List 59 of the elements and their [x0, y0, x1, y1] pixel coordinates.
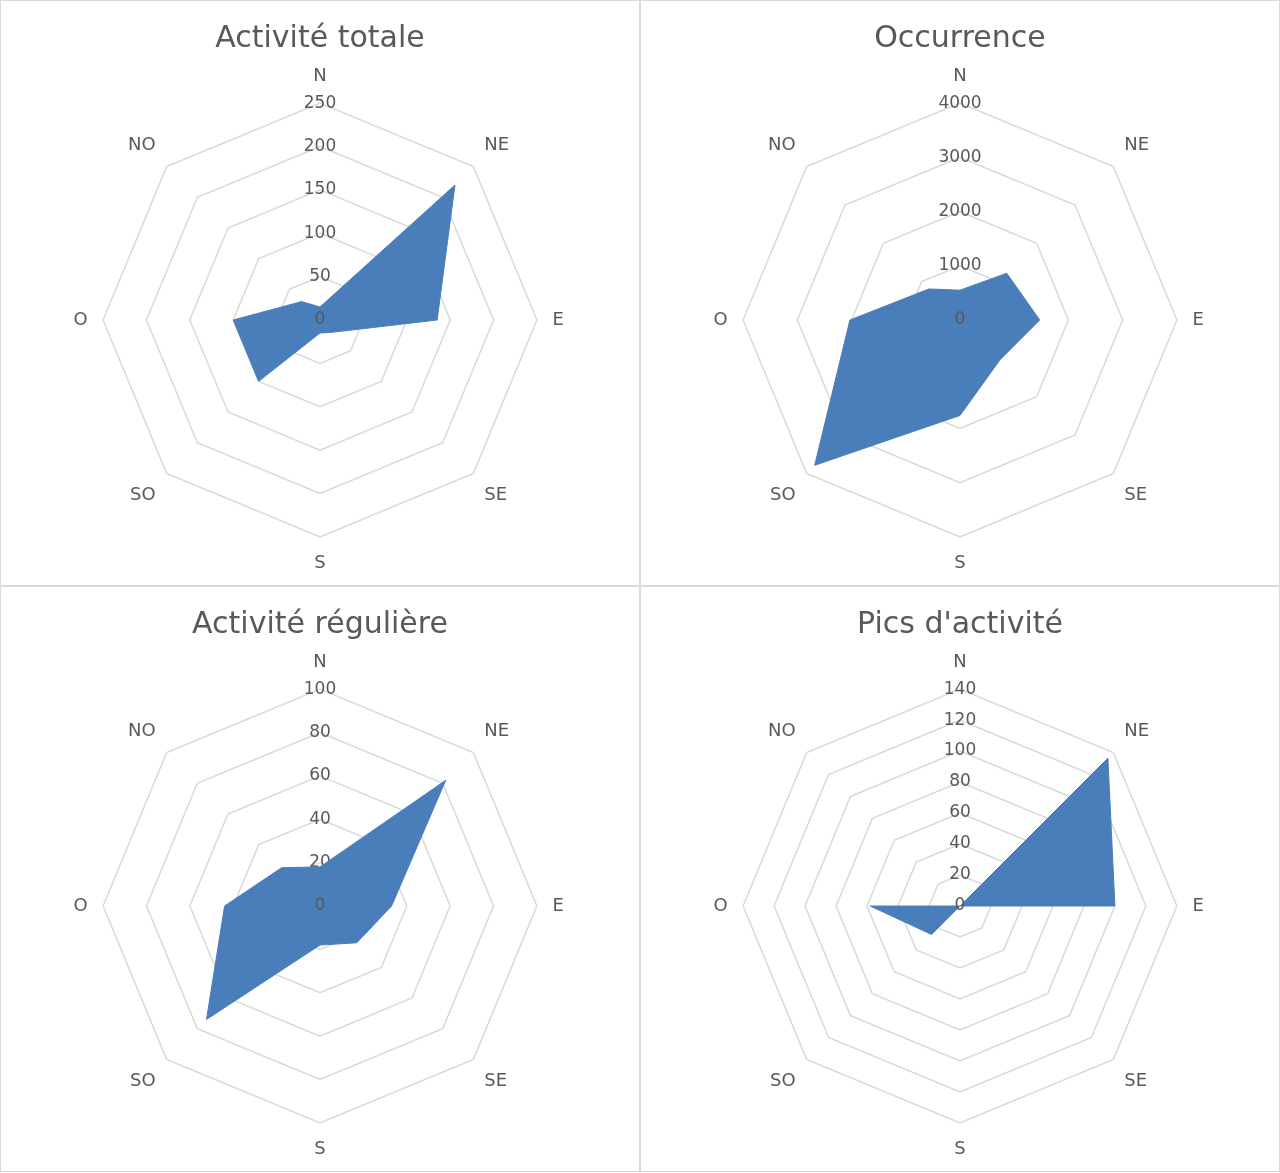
spoke-label: NE: [1124, 718, 1150, 740]
y-tick-label: 0: [314, 308, 326, 329]
spoke-label: E: [552, 893, 564, 915]
spoke-label: NO: [128, 718, 156, 740]
y-tick-label: 80: [309, 720, 331, 741]
y-tick-label: 60: [309, 764, 331, 785]
spoke-label: N: [313, 650, 327, 672]
y-tick-label: 250: [303, 91, 337, 112]
spoke-label: NO: [768, 718, 796, 740]
spoke-label: N: [953, 650, 967, 672]
spoke-label: NE: [484, 132, 510, 154]
y-tick-label: 140: [943, 677, 977, 698]
y-tick-label: 100: [303, 677, 337, 698]
y-tick-label: 40: [949, 832, 971, 853]
spoke-label: S: [314, 550, 326, 572]
spoke-label: O: [713, 307, 728, 329]
spoke-label: S: [314, 1136, 326, 1158]
spoke-label: SE: [484, 1068, 508, 1090]
y-tick-label: 150: [303, 178, 337, 199]
y-tick-label: 0: [954, 308, 966, 329]
spoke-label: E: [1192, 307, 1204, 329]
spoke-label: NE: [484, 718, 510, 740]
y-tick-label: 100: [943, 739, 977, 760]
y-tick-label: 50: [309, 265, 331, 286]
spoke-label: O: [713, 893, 728, 915]
y-tick-label: 2000: [938, 199, 982, 220]
y-tick-label: 100: [303, 221, 337, 242]
spoke-label: SE: [484, 482, 508, 504]
spoke-label: SO: [770, 482, 796, 504]
spoke-label: NO: [128, 132, 156, 154]
y-tick-label: 0: [314, 894, 326, 915]
spoke-label: E: [552, 307, 564, 329]
chart-title: Activité régulière: [192, 604, 448, 640]
y-tick-label: 3000: [938, 145, 982, 166]
spoke-label: N: [313, 64, 327, 86]
spoke-label: SE: [1124, 482, 1148, 504]
spoke-label: O: [73, 307, 88, 329]
spoke-label: SO: [130, 482, 156, 504]
spoke-label: SE: [1124, 1068, 1148, 1090]
y-tick-label: 4000: [938, 91, 982, 112]
y-tick-label: 200: [303, 134, 337, 155]
y-tick-label: 1000: [938, 254, 982, 275]
y-tick-label: 120: [943, 708, 977, 729]
spoke-label: N: [953, 64, 967, 86]
chart-title: Occurrence: [874, 18, 1046, 54]
spoke-label: S: [954, 1136, 966, 1158]
spoke-label: SO: [770, 1068, 796, 1090]
spoke-label: S: [954, 550, 966, 572]
spoke-label: O: [73, 893, 88, 915]
y-tick-label: 60: [949, 801, 971, 822]
y-tick-label: 80: [949, 770, 971, 791]
spoke-label: NO: [768, 132, 796, 154]
y-tick-label: 20: [949, 863, 971, 884]
spoke-label: E: [1192, 893, 1204, 915]
y-tick-label: 40: [309, 807, 331, 828]
spoke-label: SO: [130, 1068, 156, 1090]
chart-title: Pics d'activité: [856, 604, 1064, 640]
chart-title: Activité totale: [215, 18, 425, 54]
spoke-label: NE: [1124, 132, 1150, 154]
